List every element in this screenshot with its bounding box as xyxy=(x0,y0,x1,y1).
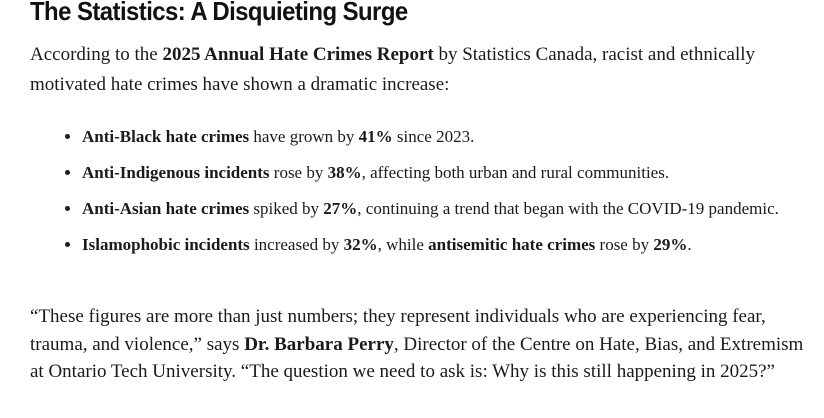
section-heading: The Statistics: A Disquieting Surge xyxy=(30,0,408,26)
text: rose by xyxy=(269,163,328,182)
text: have grown by xyxy=(249,127,359,146)
list-item: Anti-Indigenous incidents rose by 38%, a… xyxy=(82,159,802,186)
bold-text: antisemitic hate crimes xyxy=(428,235,596,254)
text: , affecting both urban and rural communi… xyxy=(361,163,670,182)
text: spiked by xyxy=(249,199,324,218)
percentage: 38% xyxy=(327,163,362,182)
statistics-list: Anti-Black hate crimes have grown by 41%… xyxy=(62,123,802,267)
bold-text: Islamophobic incidents xyxy=(82,235,250,254)
percentage: 32% xyxy=(343,235,378,254)
bold-text: Anti-Indigenous incidents xyxy=(82,163,270,182)
text: , while xyxy=(377,235,429,254)
quote-paragraph: “These figures are more than just number… xyxy=(30,303,810,386)
text: “These figures are more than just number… xyxy=(30,306,766,355)
text: increased by xyxy=(249,235,344,254)
text: since 2023. xyxy=(392,127,475,146)
text: by Statistics Canada, racist and ethnica… xyxy=(30,44,756,95)
text: rose by xyxy=(595,235,654,254)
speaker-name: Dr. Barbara Perry xyxy=(244,333,394,355)
text: According to the xyxy=(30,44,163,65)
intro-paragraph: According to the 2025 Annual Hate Crimes… xyxy=(30,40,820,100)
percentage: 41% xyxy=(358,127,393,146)
list-item: Islamophobic incidents increased by 32%,… xyxy=(82,231,802,258)
text: , Director of the Centre on Hate, Bias, … xyxy=(30,333,804,383)
bold-text: Anti-Asian hate crimes xyxy=(82,199,250,218)
percentage: 29% xyxy=(653,235,688,254)
list-item: Anti-Asian hate crimes spiked by 27%, co… xyxy=(82,195,802,222)
text: . xyxy=(687,235,692,254)
bold-text: Anti-Black hate crimes xyxy=(82,127,250,146)
text: , continuing a trend that began with the… xyxy=(357,199,779,218)
report-title: 2025 Annual Hate Crimes Report xyxy=(162,44,434,65)
percentage: 27% xyxy=(323,199,358,218)
list-item: Anti-Black hate crimes have grown by 41%… xyxy=(82,123,802,150)
